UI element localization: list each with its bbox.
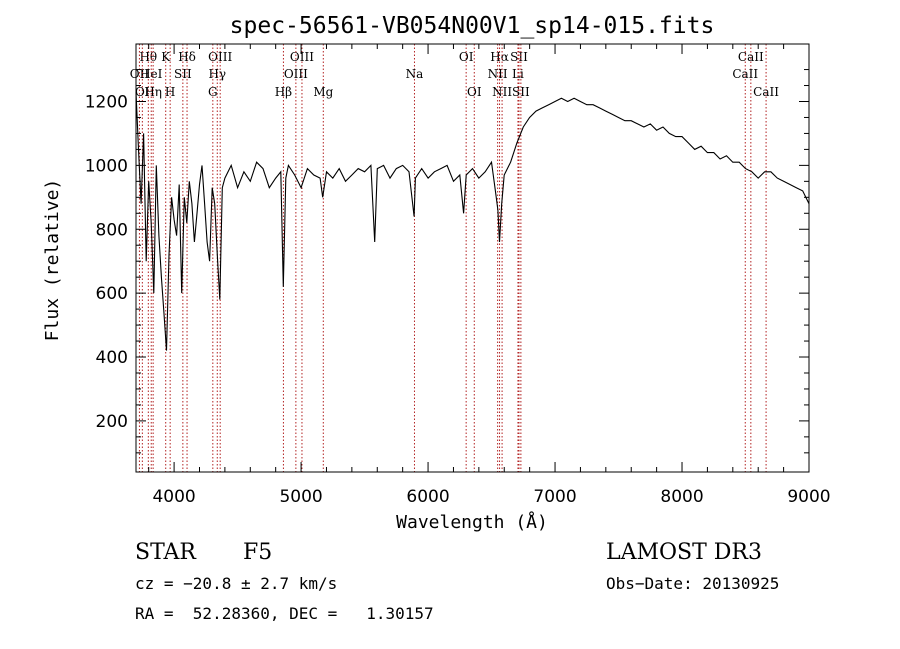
x-tick-label: 6000 [406,487,449,507]
feature-label: NII [492,85,512,99]
feature-label: OIII [208,50,232,64]
observation-date: Obs−Date: 20130925 [606,574,780,593]
spectrum-line [135,91,810,351]
y-tick-label: 600 [96,284,128,304]
survey-name: LAMOST DR3 [606,540,762,565]
x-tick-label: 9000 [787,487,830,507]
feature-label: Hα [490,50,509,64]
feature-label: OI [135,85,150,99]
feature-label: NII [488,67,508,81]
feature-label: G [208,85,218,99]
x-tick-label: 5000 [279,487,322,507]
x-tick-label: 4000 [152,487,195,507]
y-tick-label: 200 [96,412,128,432]
x-axis-label: Wavelength (Å) [396,511,548,533]
feature-label: CaII [738,50,764,64]
feature-label: Hδ [178,50,196,64]
object-class: STAR [135,540,196,565]
y-tick-label: 800 [96,220,128,240]
feature-label: SII [174,67,192,81]
feature-label: H [165,85,175,99]
redshift-velocity: cz = −20.8 ± 2.7 km/s [135,574,338,593]
object-subclass: F5 [243,540,273,565]
x-tick-label: 7000 [533,487,576,507]
feature-label: OIII [290,50,314,64]
feature-label: OI [467,85,482,99]
feature-label: HeI [140,67,163,81]
feature-label: Hγ [208,67,226,81]
feature-label: Hθ [139,50,157,64]
feature-label: Mg [313,85,333,99]
coordinates: RA = 52.28360, DEC = 1.30157 [135,604,434,623]
chart-title: spec-56561-VB054N00V1_sp14-015.fits [230,13,715,39]
feature-label: SII [510,50,528,64]
feature-label: K [161,50,171,64]
x-tick-label: 8000 [660,487,703,507]
plot-frame [135,43,810,473]
y-tick-label: 400 [96,348,128,368]
feature-label: Hη [144,85,162,99]
feature-label: Li [512,67,524,81]
feature-label: CaII [753,85,779,99]
feature-label: SII [512,85,530,99]
y-axis-label: Flux (relative) [42,179,63,342]
feature-label: Na [406,67,424,81]
y-tick-label: 1000 [85,156,128,176]
y-tick-label: 1200 [85,92,128,112]
feature-label: OII [130,67,150,81]
feature-label: Hβ [275,85,292,99]
feature-label: CaII [732,67,758,81]
feature-label: OIII [284,67,308,81]
feature-label: OI [459,50,474,64]
